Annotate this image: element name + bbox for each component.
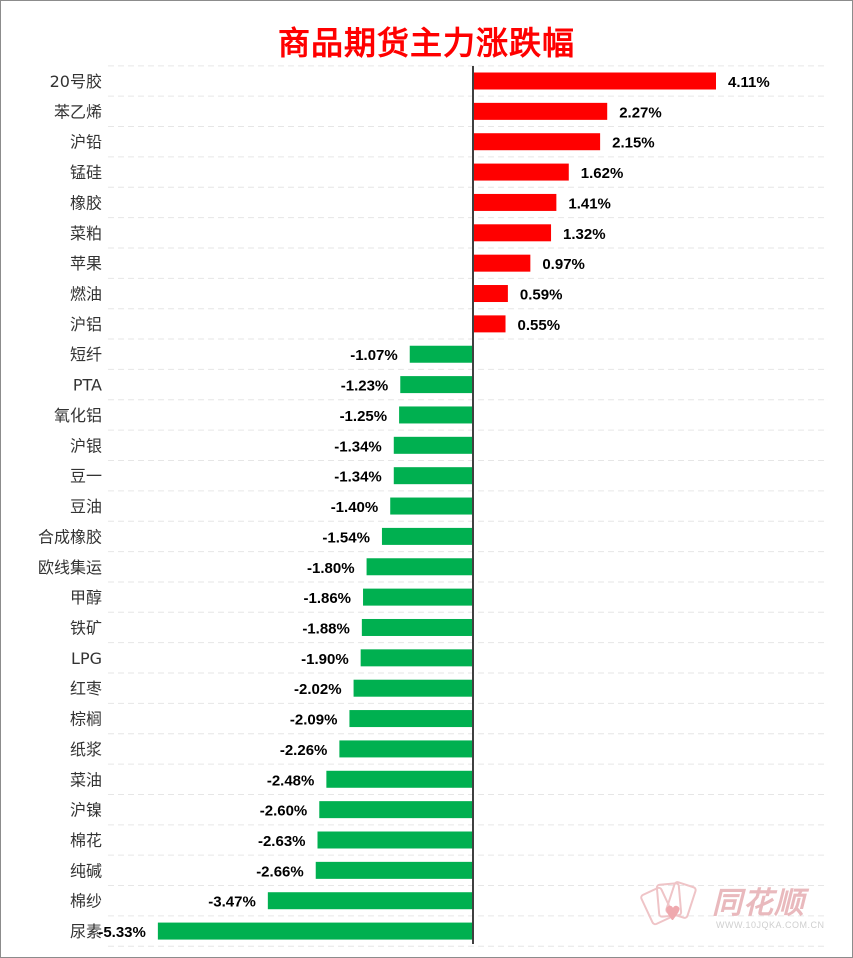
value-label: -1.40%	[331, 499, 379, 516]
value-label: -2.48%	[267, 772, 315, 789]
category-label: 菜粕	[70, 224, 102, 243]
value-label: -1.80%	[307, 560, 355, 577]
value-label: -1.86%	[303, 590, 351, 607]
watermark: 同花顺 WWW.10JQKA.COM.CN	[636, 872, 836, 938]
bar-21	[353, 679, 473, 697]
category-label: 菜油	[70, 770, 102, 789]
bar-14	[393, 467, 473, 485]
value-label: 0.97%	[542, 256, 585, 273]
watermark-brand: 同花顺	[712, 886, 805, 921]
category-label: 豆油	[70, 497, 102, 516]
bar-1	[473, 72, 716, 90]
category-label: 橡胶	[70, 193, 102, 212]
category-label: 棉花	[70, 831, 102, 850]
value-label: -1.34%	[334, 469, 382, 486]
value-label: -2.26%	[280, 742, 328, 759]
value-label: -2.09%	[290, 712, 338, 729]
bar-3	[473, 133, 601, 151]
bar-9	[473, 315, 506, 333]
category-label: 沪铅	[70, 133, 102, 152]
bar-25	[319, 801, 473, 819]
value-label: 2.27%	[619, 104, 662, 121]
category-label: 纯碱	[70, 861, 102, 880]
category-label: 沪银	[70, 436, 102, 455]
category-label: 红枣	[70, 679, 102, 698]
bar-5	[473, 193, 557, 211]
bar-20	[360, 649, 473, 667]
value-label: 0.55%	[518, 317, 561, 334]
bar-12	[399, 406, 473, 424]
bar-15	[390, 497, 473, 515]
value-label: 1.41%	[568, 195, 611, 212]
bar-28	[267, 892, 473, 910]
value-label: -1.90%	[301, 651, 349, 668]
bar-10	[409, 345, 473, 363]
value-label: 1.32%	[563, 226, 606, 243]
category-label: 短纤	[70, 345, 102, 364]
category-label: 沪铝	[70, 315, 102, 334]
value-label: -1.23%	[341, 378, 389, 395]
value-label: -2.02%	[294, 681, 342, 698]
bar-23	[339, 740, 473, 758]
value-label: 4.11%	[728, 74, 770, 91]
value-label: -1.54%	[322, 529, 370, 546]
category-label: 豆一	[70, 467, 102, 486]
chart-title: 商品期货主力涨跌幅	[277, 24, 575, 62]
category-label: 甲醇	[70, 588, 102, 607]
category-label: 合成橡胶	[38, 527, 102, 546]
bar-6	[473, 224, 552, 242]
category-label: 欧线集运	[38, 558, 102, 577]
category-label: 沪镍	[70, 801, 102, 820]
value-label: -5.33%	[98, 924, 146, 941]
category-label: 铁矿	[70, 618, 102, 637]
value-label: -2.63%	[258, 833, 306, 850]
watermark-url: WWW.10JQKA.COM.CN	[716, 920, 825, 930]
category-label: 纸浆	[70, 740, 102, 759]
value-label: -3.47%	[208, 894, 256, 911]
category-label: 苯乙烯	[54, 102, 102, 121]
value-label: -1.25%	[340, 408, 388, 425]
bar-27	[315, 861, 473, 879]
bar-13	[393, 436, 473, 454]
bar-22	[349, 710, 473, 728]
value-label: 1.62%	[581, 165, 624, 182]
value-label: -1.88%	[302, 620, 350, 637]
value-label: -2.66%	[256, 863, 304, 880]
category-label: 锰硅	[70, 163, 102, 182]
category-label: 尿素	[70, 922, 102, 941]
bar-7	[473, 254, 531, 272]
value-label: -2.60%	[260, 803, 308, 820]
category-label: 棕榈	[70, 710, 102, 729]
bar-26	[317, 831, 473, 849]
bar-2	[473, 102, 608, 120]
bar-17	[366, 558, 473, 576]
value-label: 0.59%	[520, 287, 563, 304]
value-label: -1.34%	[334, 438, 382, 455]
category-label: LPG	[71, 649, 102, 668]
category-label: 氧化铝	[54, 406, 102, 425]
value-label: 2.15%	[612, 135, 655, 152]
bar-16	[381, 527, 473, 545]
bar-4	[473, 163, 569, 181]
bar-24	[326, 770, 473, 788]
card-fan-logo-icon	[640, 881, 697, 926]
bar-19	[361, 618, 473, 636]
category-label: PTA	[73, 376, 102, 395]
category-label: 20号胶	[50, 72, 102, 91]
bar-11	[400, 376, 473, 394]
category-label: 棉纱	[70, 892, 102, 911]
category-label: 燃油	[70, 285, 102, 304]
value-label: -1.07%	[350, 347, 398, 364]
bar-29	[157, 922, 474, 940]
bar-8	[473, 285, 508, 303]
category-label: 苹果	[70, 254, 102, 273]
bar-18	[363, 588, 473, 606]
